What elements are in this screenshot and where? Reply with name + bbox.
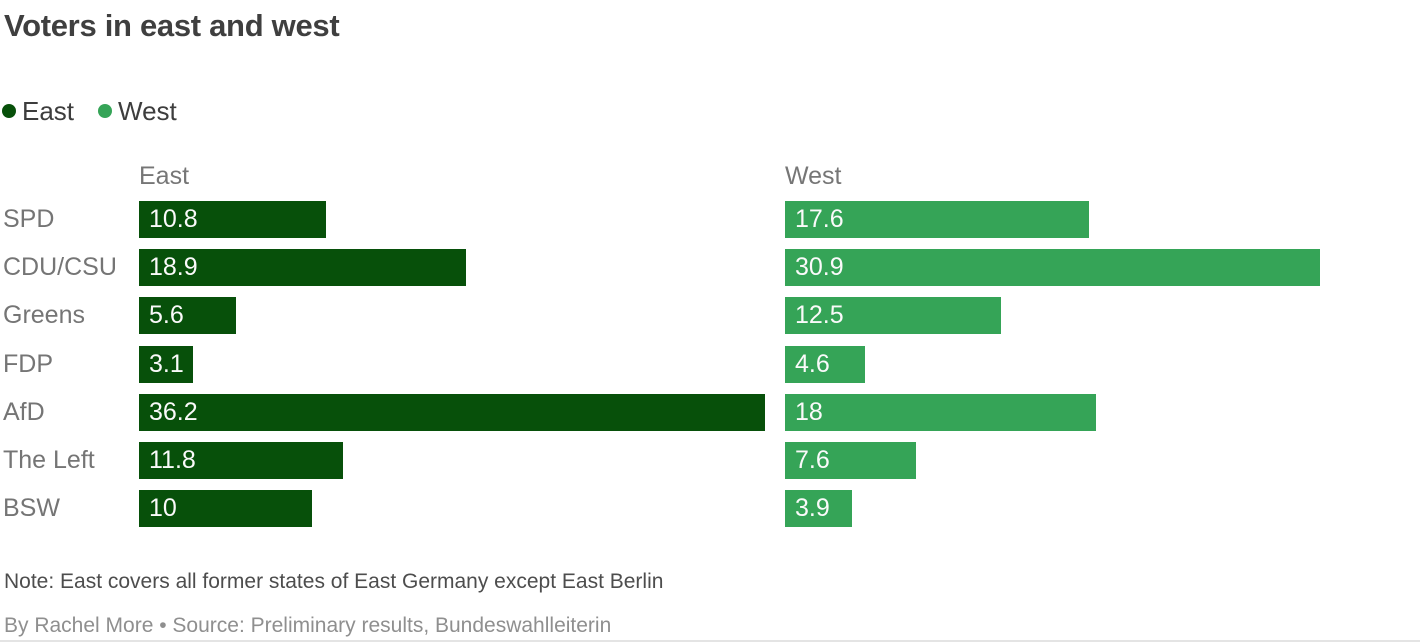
west-bar: 30.9 xyxy=(785,248,1320,286)
chart-row: Greens 5.6 12.5 xyxy=(0,292,1420,340)
east-bar-track: 10.8 xyxy=(139,200,785,238)
chart-row: CDU/CSU 18.9 30.9 xyxy=(0,243,1420,291)
west-bar-track: 7.6 xyxy=(785,442,1420,480)
column-header-east: East xyxy=(139,162,190,190)
column-header-west: West xyxy=(785,162,842,190)
party-label: CDU/CSU xyxy=(3,252,117,281)
bar-chart: SPD 10.8 17.6 CDU/CSU 18.9 30.9 Greens 5.6 12.5 F… xyxy=(0,195,1420,533)
west-bar-track: 4.6 xyxy=(785,345,1420,383)
east-legend-dot-icon xyxy=(2,104,16,118)
chart-row: The Left 11.8 7.6 xyxy=(0,436,1420,484)
party-label: FDP xyxy=(3,349,53,378)
party-label: The Left xyxy=(3,446,95,475)
legend-item-east: East xyxy=(2,96,74,127)
east-bar-track: 36.2 xyxy=(139,393,785,431)
west-bar-track: 18 xyxy=(785,393,1420,431)
bar-value-label: 36.2 xyxy=(149,397,198,426)
chart-row: AfD 36.2 18 xyxy=(0,388,1420,436)
byline-text: By Rachel More • Source: Preliminary res… xyxy=(4,614,612,637)
east-bar-track: 10 xyxy=(139,490,785,528)
west-bar: 12.5 xyxy=(785,297,1002,335)
bar-value-label: 18.9 xyxy=(149,252,198,281)
bar-value-label: 12.5 xyxy=(795,301,844,330)
bar-value-label: 10 xyxy=(149,494,177,523)
bar-value-label: 3.9 xyxy=(795,494,830,523)
east-bar-track: 5.6 xyxy=(139,297,785,335)
west-bar-track: 12.5 xyxy=(785,297,1420,335)
bar-value-label: 4.6 xyxy=(795,349,830,378)
east-bar: 5.6 xyxy=(139,297,236,335)
bar-value-label: 3.1 xyxy=(149,349,184,378)
west-bar: 17.6 xyxy=(785,200,1090,238)
page-title: Voters in east and west xyxy=(4,8,340,43)
east-bar: 36.2 xyxy=(139,393,766,431)
party-label: BSW xyxy=(3,494,60,523)
legend-item-west: West xyxy=(98,96,177,127)
legend-label-east: East xyxy=(22,95,75,126)
west-bar-track: 30.9 xyxy=(785,248,1420,286)
east-bar: 18.9 xyxy=(139,248,466,286)
legend: East West xyxy=(2,96,177,126)
west-bar: 3.9 xyxy=(785,490,853,528)
east-bar: 10.8 xyxy=(139,200,326,238)
bar-value-label: 17.6 xyxy=(795,204,844,233)
west-bar: 7.6 xyxy=(785,442,917,480)
east-bar: 10 xyxy=(139,490,312,528)
party-label: SPD xyxy=(3,204,55,233)
party-label: AfD xyxy=(3,397,45,426)
bar-value-label: 7.6 xyxy=(795,446,830,475)
chart-row: FDP 3.1 4.6 xyxy=(0,340,1420,388)
chart-row: BSW 10 3.9 xyxy=(0,485,1420,533)
bar-value-label: 30.9 xyxy=(795,252,844,281)
west-bar: 4.6 xyxy=(785,345,865,383)
east-bar: 11.8 xyxy=(139,442,344,480)
west-legend-dot-icon xyxy=(98,104,113,118)
legend-label-west: West xyxy=(118,95,177,126)
east-bar-track: 11.8 xyxy=(139,442,785,480)
bar-value-label: 5.6 xyxy=(149,301,184,330)
east-bar-track: 18.9 xyxy=(139,248,785,286)
bar-value-label: 18 xyxy=(795,397,823,426)
chart-row: SPD 10.8 17.6 xyxy=(0,195,1420,243)
note-text: Note: East covers all former states of E… xyxy=(4,570,664,593)
bar-value-label: 10.8 xyxy=(149,204,198,233)
party-label: Greens xyxy=(3,301,85,330)
west-bar-track: 3.9 xyxy=(785,490,1420,528)
east-bar-track: 3.1 xyxy=(139,345,785,383)
bar-value-label: 11.8 xyxy=(149,446,196,475)
west-bar-track: 17.6 xyxy=(785,200,1420,238)
east-bar: 3.1 xyxy=(139,345,193,383)
west-bar: 18 xyxy=(785,393,1097,431)
